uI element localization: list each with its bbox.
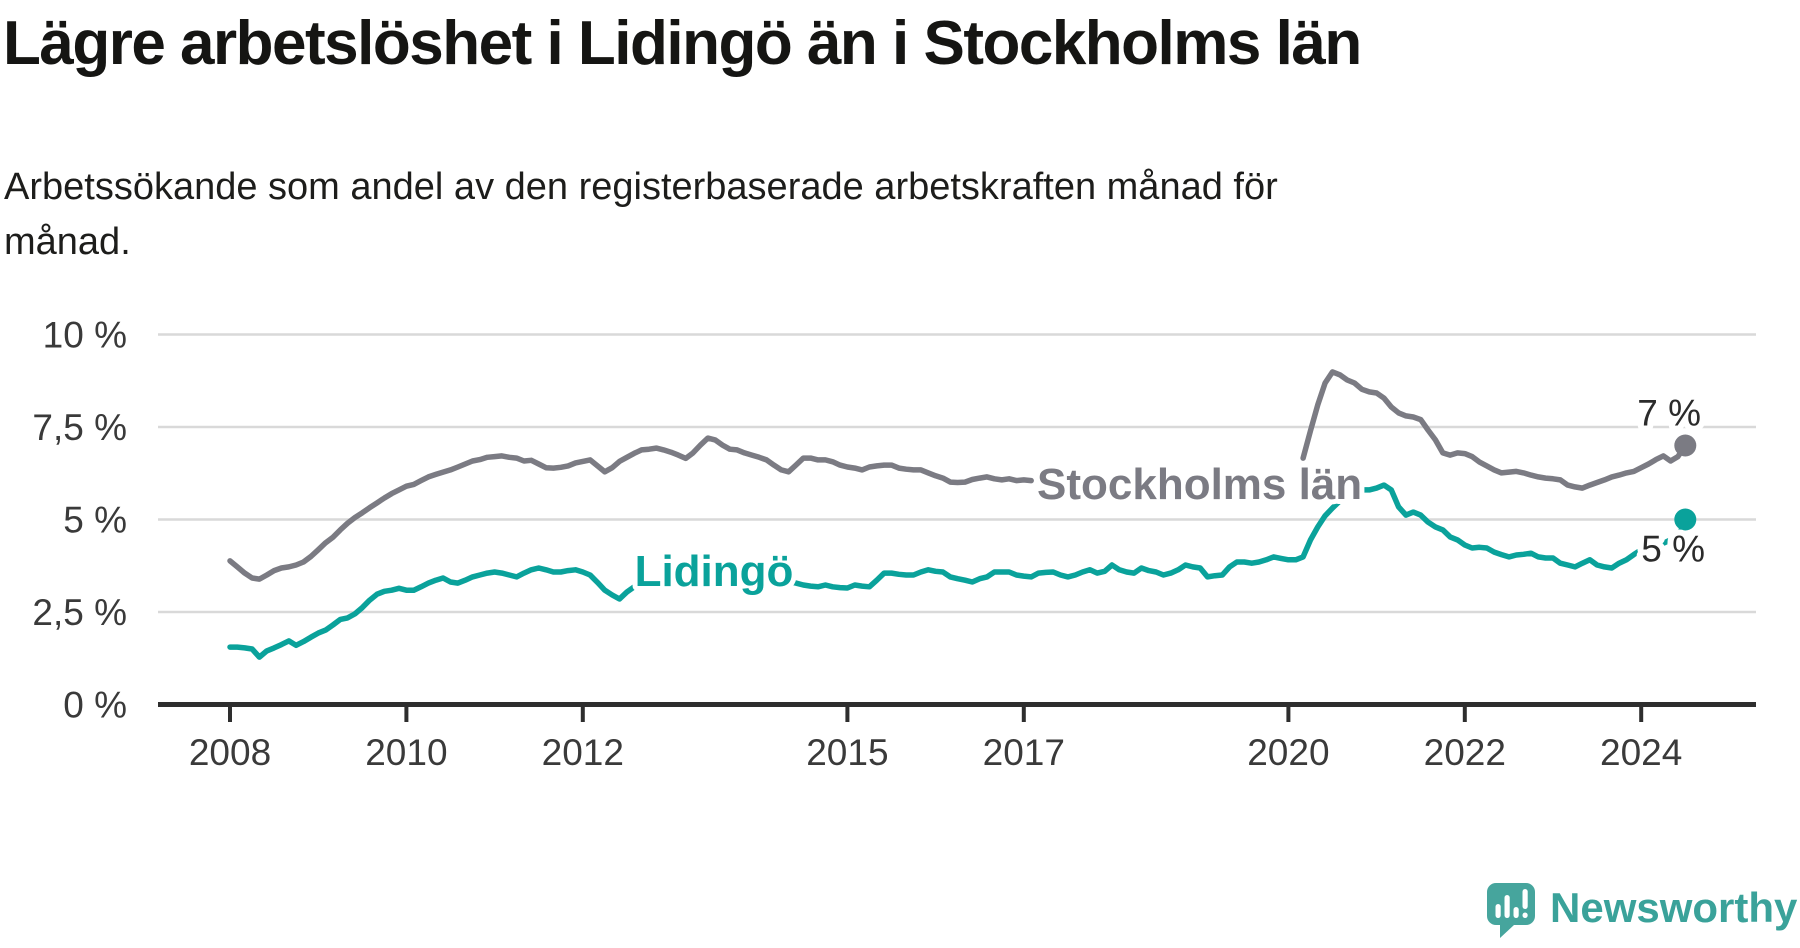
y-axis-label: 7,5 % <box>32 407 127 448</box>
x-axis-label: 2024 <box>1600 732 1682 773</box>
end-value-label-stockholms-lan: 7 % <box>1637 393 1701 434</box>
end-dot-stockholms-lan <box>1674 434 1697 457</box>
gridlines <box>158 333 1756 614</box>
series-label-stockholms-lan: Stockholms län <box>1037 460 1362 509</box>
logo-bar-3 <box>1513 907 1519 918</box>
x-axis-label: 2015 <box>806 732 888 773</box>
chart-title: Lägre arbetslöshet i Lidingö än i Stockh… <box>3 9 1362 78</box>
y-axis-label: 2,5 % <box>32 592 127 633</box>
end-dot-lidingo <box>1674 508 1697 531</box>
series-lines <box>227 369 1689 660</box>
chart-subtitle-line-1: Arbetssökande som andel av den registerb… <box>4 166 1278 208</box>
x-axis-label: 2010 <box>365 732 447 773</box>
series-line-stockholms-lan-segment <box>1300 369 1689 491</box>
series-line-lidingo-segment <box>227 565 638 660</box>
y-axis-label: 10 % <box>43 315 127 356</box>
newsworthy-logo: Newsworthy <box>1486 882 1797 939</box>
logo-bubble-shape <box>1487 883 1535 938</box>
y-axis-label: 5 % <box>63 500 127 541</box>
logo-bar-2 <box>1504 895 1510 918</box>
newsworthy-logo-icon <box>1487 883 1535 938</box>
x-axis-label: 2017 <box>983 732 1065 773</box>
x-axis-label: 2008 <box>189 732 271 773</box>
y-axis-label: 0 % <box>63 685 127 726</box>
logo-bar-1 <box>1495 904 1501 918</box>
end-value-label-lidingo: 5 % <box>1641 529 1705 570</box>
x-axis-label: 2022 <box>1424 732 1506 773</box>
logo-exclamation-dot <box>1522 912 1528 918</box>
series-label-lidingo: Lidingö <box>635 547 794 596</box>
chart-subtitle-line-2: månad. <box>4 221 131 263</box>
x-axis-ticks <box>228 705 1644 722</box>
newsworthy-logo-text: Newsworthy <box>1550 884 1798 931</box>
y-axis-labels: 0 % 2,5 % 5 % 7,5 % 10 % <box>32 315 127 726</box>
series-line-lidingo-segment <box>778 482 1689 591</box>
x-axis-label: 2012 <box>542 732 624 773</box>
logo-exclamation-bar <box>1522 889 1528 909</box>
x-axis-labels: 2008 2010 2012 2015 2017 2020 2022 2024 <box>189 732 1683 773</box>
series-line-stockholms-lan-segment <box>227 435 1034 582</box>
x-axis-label: 2020 <box>1247 732 1329 773</box>
chart-subtitle: Arbetssökande som andel av den registerb… <box>4 160 1278 270</box>
